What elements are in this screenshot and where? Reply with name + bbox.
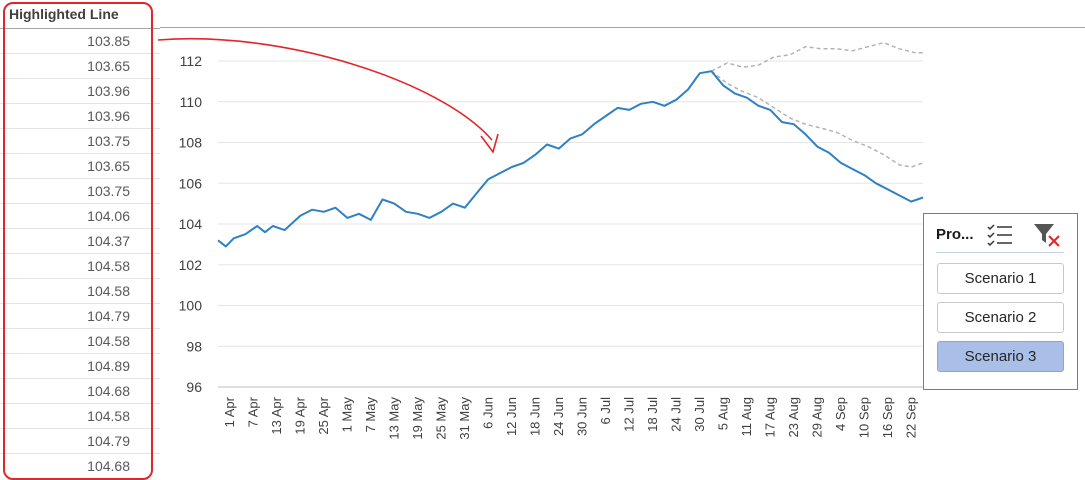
x-tick-label: 7 Apr bbox=[245, 396, 260, 427]
annotation-layer bbox=[157, 37, 499, 154]
y-tick-label: 98 bbox=[186, 338, 202, 354]
slicer-item-scenario-2[interactable]: Scenario 2 bbox=[937, 302, 1064, 333]
value-cell: 103.96 bbox=[0, 79, 160, 104]
value-cell: 103.96 bbox=[0, 104, 160, 129]
slicer-item-scenario-1[interactable]: Scenario 1 bbox=[937, 263, 1064, 294]
value-cell: 103.85 bbox=[0, 29, 160, 54]
value-cell: 104.37 bbox=[0, 229, 160, 254]
y-tick-label: 100 bbox=[179, 298, 203, 314]
x-tick-label: 25 Apr bbox=[316, 396, 331, 434]
y-tick-label: 112 bbox=[180, 53, 203, 69]
x-tick-label: 7 May bbox=[363, 397, 378, 433]
value-cell: 104.79 bbox=[0, 304, 160, 329]
x-tick-label: 13 May bbox=[386, 397, 401, 440]
x-tick-label: 11 Aug bbox=[739, 397, 754, 437]
value-cell: 104.58 bbox=[0, 404, 160, 429]
scenario-line-dashed bbox=[711, 70, 924, 168]
slicer-item-scenario-3[interactable]: Scenario 3 bbox=[937, 341, 1064, 372]
x-tick-label: 19 Apr bbox=[292, 396, 307, 434]
x-tick-label: 1 Apr bbox=[222, 396, 237, 427]
x-tick-label: 6 Jul bbox=[598, 397, 613, 425]
annotation-arrow bbox=[157, 37, 493, 141]
x-tick-label: 6 Jun bbox=[480, 397, 495, 429]
x-tick-label: 29 Aug bbox=[809, 397, 824, 438]
value-cell: 103.75 bbox=[0, 129, 160, 154]
value-cell: 103.65 bbox=[0, 54, 160, 79]
y-tick-label: 96 bbox=[186, 379, 202, 395]
slicer-divider bbox=[936, 252, 1064, 253]
y-tick-label: 106 bbox=[179, 175, 203, 191]
x-tick-label: 16 Sep bbox=[880, 397, 895, 438]
x-tick-label: 12 Jun bbox=[504, 397, 519, 436]
y-tick-label: 104 bbox=[179, 216, 203, 232]
x-tick-label: 1 May bbox=[339, 397, 354, 433]
x-tick-label: 4 Sep bbox=[833, 397, 848, 431]
x-tick-label: 19 May bbox=[410, 397, 425, 440]
value-cell: 104.58 bbox=[0, 329, 160, 354]
x-tick-label: 24 Jun bbox=[551, 397, 566, 436]
y-tick-label: 102 bbox=[179, 257, 203, 273]
column-cells: 103.85 103.65 103.96 103.96 103.75 103.65 103.… bbox=[0, 29, 160, 475]
x-tick-label: 25 May bbox=[433, 397, 448, 440]
multi-select-icon[interactable] bbox=[986, 222, 1014, 248]
highlighted-line-column: Highlighted Line 103.85 103.65 103.96 103.9… bbox=[0, 0, 160, 475]
header-divider bbox=[160, 27, 1085, 28]
value-cell: 103.65 bbox=[0, 154, 160, 179]
y-tick-label: 110 bbox=[180, 94, 203, 110]
x-tick-label: 30 Jun bbox=[574, 397, 589, 436]
y-axis-ticks: 96 98 100 102 104 106 108 110 112 bbox=[179, 53, 203, 395]
x-tick-label: 13 Apr bbox=[269, 396, 284, 434]
value-cell: 104.68 bbox=[0, 379, 160, 404]
series-layer bbox=[217, 41, 924, 248]
value-cell: 104.89 bbox=[0, 354, 160, 379]
value-cell: 104.79 bbox=[0, 429, 160, 454]
value-cell: 104.58 bbox=[0, 254, 160, 279]
highlighted-scenario-line bbox=[217, 70, 924, 248]
column-header: Highlighted Line bbox=[0, 0, 160, 29]
x-tick-label: 10 Sep bbox=[856, 397, 871, 438]
x-tick-label: 24 Jul bbox=[668, 397, 683, 432]
clear-filter-icon[interactable] bbox=[1032, 221, 1062, 249]
value-cell: 104.06 bbox=[0, 204, 160, 229]
x-axis: 1 Apr 7 Apr 13 Apr 19 Apr 25 Apr 1 May 7 May 13… bbox=[218, 386, 923, 440]
x-tick-label: 30 Jul bbox=[692, 397, 707, 432]
x-tick-label: 22 Sep bbox=[903, 397, 918, 438]
value-cell: 104.58 bbox=[0, 279, 160, 304]
chart-gridlines bbox=[218, 60, 923, 388]
x-tick-label: 18 Jun bbox=[527, 397, 542, 436]
scenario-line-dashed bbox=[711, 41, 923, 72]
x-tick-label: 31 May bbox=[457, 397, 472, 440]
value-cell: 104.68 bbox=[0, 454, 160, 475]
x-tick-label: 23 Aug bbox=[786, 397, 801, 438]
x-tick-label: 17 Aug bbox=[762, 397, 777, 438]
x-tick-label: 18 Jul bbox=[645, 397, 660, 432]
value-cell: 103.75 bbox=[0, 179, 160, 204]
annotation-arrowhead bbox=[480, 133, 499, 154]
y-tick-label: 108 bbox=[179, 135, 203, 151]
x-tick-label: 12 Jul bbox=[621, 397, 636, 432]
slicer-title: Pro... bbox=[936, 226, 974, 243]
x-tick-label: 5 Aug bbox=[715, 397, 730, 430]
scenario-slicer: Pro... Scenario 1 Scenario 2 Scenario 3 bbox=[923, 213, 1078, 390]
